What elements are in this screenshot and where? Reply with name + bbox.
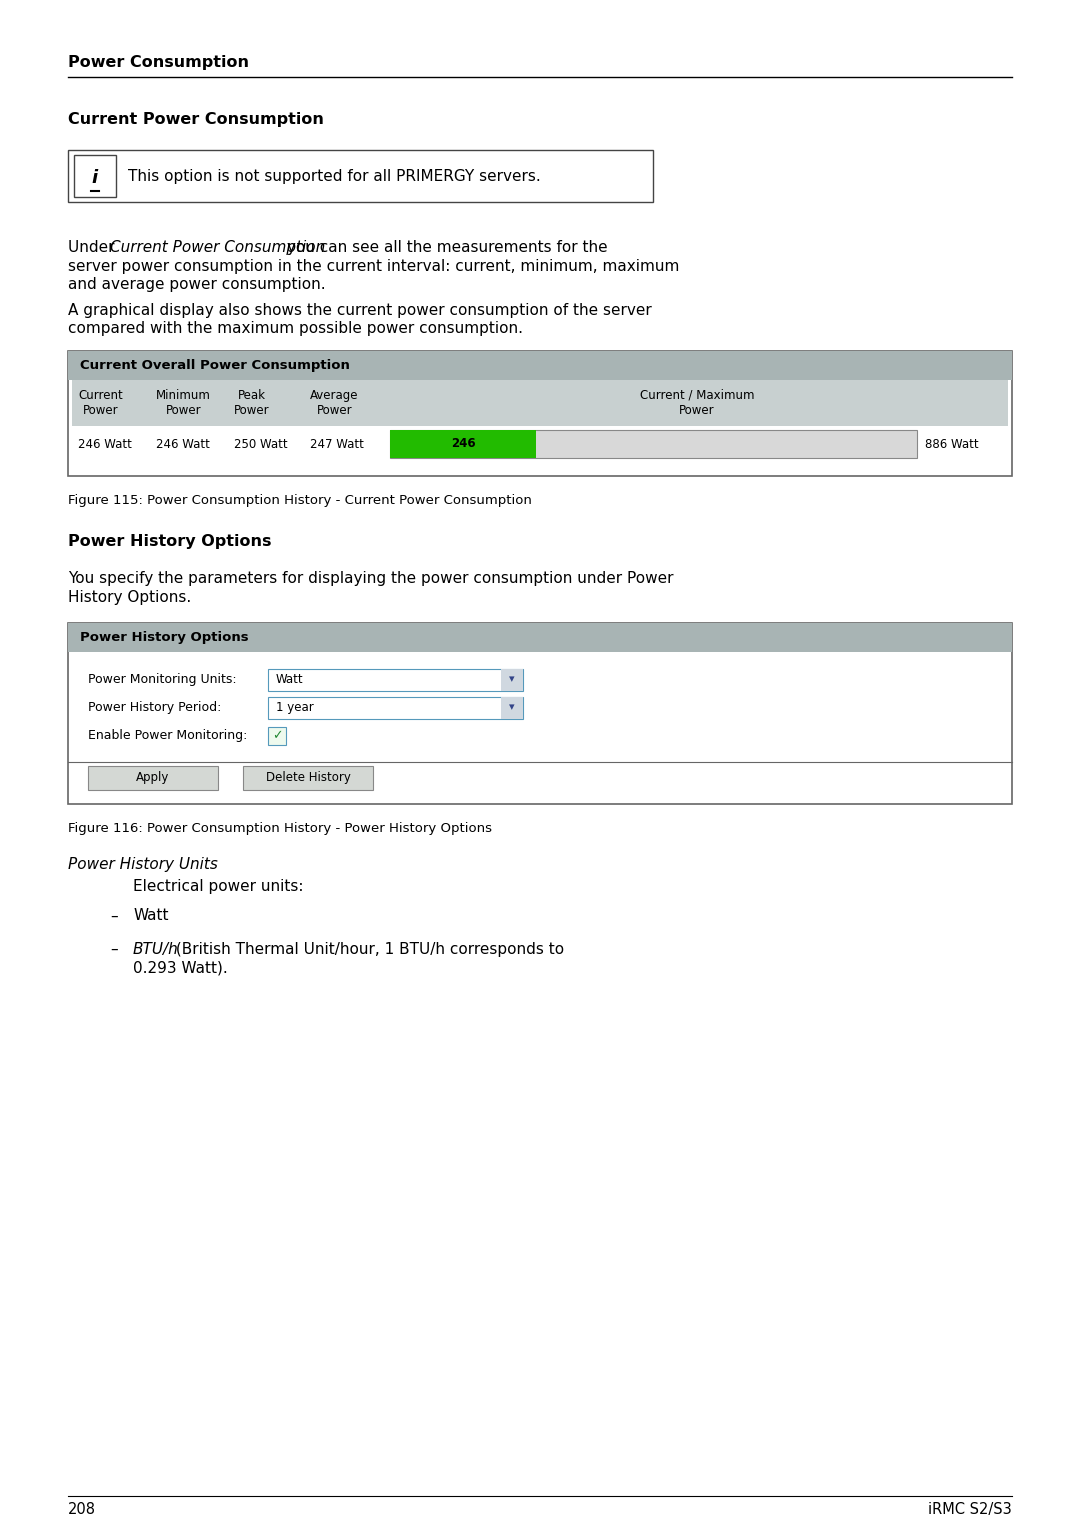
Bar: [68, 351, 1012, 476]
Text: compared with the maximum possible power consumption.: compared with the maximum possible power…: [68, 322, 523, 336]
Text: ▾: ▾: [509, 674, 515, 685]
Bar: [390, 429, 536, 458]
Bar: [501, 668, 523, 690]
Text: server power consumption in the current interval: current, minimum, maximum: server power consumption in the current …: [68, 258, 679, 273]
Text: 208: 208: [68, 1502, 96, 1517]
Text: Figure 116: Power Consumption History - Power History Options: Figure 116: Power Consumption History - …: [68, 821, 492, 835]
Text: 246: 246: [450, 436, 475, 450]
Text: Apply: Apply: [136, 771, 170, 784]
Text: 250 Watt: 250 Watt: [234, 438, 287, 452]
Text: and average power consumption.: and average power consumption.: [68, 278, 326, 291]
Text: Figure 115: Power Consumption History - Current Power Consumption: Figure 115: Power Consumption History - …: [68, 493, 531, 507]
Bar: [390, 429, 917, 458]
Text: Peak
Power: Peak Power: [234, 389, 270, 417]
Text: Power Consumption: Power Consumption: [68, 55, 249, 70]
Text: Minimum
Power: Minimum Power: [156, 389, 211, 417]
Text: You specify the parameters for displaying the power consumption under Power: You specify the parameters for displayin…: [68, 571, 674, 586]
Text: Current
Power: Current Power: [78, 389, 123, 417]
Text: ▾: ▾: [509, 702, 515, 713]
Text: Average
Power: Average Power: [310, 389, 359, 417]
Text: Current Overall Power Consumption: Current Overall Power Consumption: [80, 359, 350, 372]
Text: Electrical power units:: Electrical power units:: [133, 879, 303, 894]
Text: Enable Power Monitoring:: Enable Power Monitoring:: [87, 729, 247, 742]
Bar: [268, 668, 523, 690]
Text: –: –: [110, 942, 118, 957]
Text: Power Monitoring Units:: Power Monitoring Units:: [87, 673, 237, 687]
Text: Power History Period:: Power History Period:: [87, 700, 221, 714]
Text: (British Thermal Unit/hour, 1 BTU/h corresponds to: (British Thermal Unit/hour, 1 BTU/h corr…: [171, 942, 564, 957]
Bar: [68, 623, 1012, 804]
Text: Current Power Consumption: Current Power Consumption: [109, 240, 325, 255]
Bar: [268, 696, 523, 719]
Text: A graphical display also shows the current power consumption of the server: A graphical display also shows the curre…: [68, 302, 651, 317]
Text: 886 Watt: 886 Watt: [924, 438, 978, 452]
Text: –: –: [110, 908, 118, 923]
Text: ✓: ✓: [272, 729, 282, 742]
Bar: [75, 156, 116, 197]
Text: 246 Watt: 246 Watt: [156, 438, 210, 452]
Text: History Options.: History Options.: [68, 589, 191, 604]
Text: 246 Watt: 246 Watt: [78, 438, 132, 452]
Text: Current / Maximum
Power: Current / Maximum Power: [639, 389, 754, 417]
Text: Power History Options: Power History Options: [68, 534, 271, 549]
Text: This option is not supported for all PRIMERGY servers.: This option is not supported for all PRI…: [129, 168, 541, 183]
Text: Watt: Watt: [133, 908, 168, 923]
Text: 1 year: 1 year: [276, 700, 314, 714]
Text: Watt: Watt: [276, 673, 303, 687]
Text: Delete History: Delete History: [266, 771, 350, 784]
Bar: [68, 623, 1012, 652]
Text: Current Power Consumption: Current Power Consumption: [68, 111, 324, 127]
Text: Power History Options: Power History Options: [80, 630, 248, 644]
Text: i: i: [92, 169, 98, 188]
Text: 0.293 Watt).: 0.293 Watt).: [133, 960, 228, 975]
Text: you can see all the measurements for the: you can see all the measurements for the: [282, 240, 607, 255]
Text: 247 Watt: 247 Watt: [310, 438, 364, 452]
Bar: [72, 380, 1008, 426]
Bar: [243, 766, 373, 789]
Text: Power History Units: Power History Units: [68, 856, 218, 871]
Text: iRMC S2/S3: iRMC S2/S3: [928, 1502, 1012, 1517]
Text: BTU/h: BTU/h: [133, 942, 179, 957]
Bar: [68, 351, 1012, 380]
Bar: [268, 726, 286, 745]
Bar: [87, 766, 218, 789]
Bar: [68, 150, 653, 201]
Text: Under: Under: [68, 240, 120, 255]
Bar: [501, 696, 523, 719]
